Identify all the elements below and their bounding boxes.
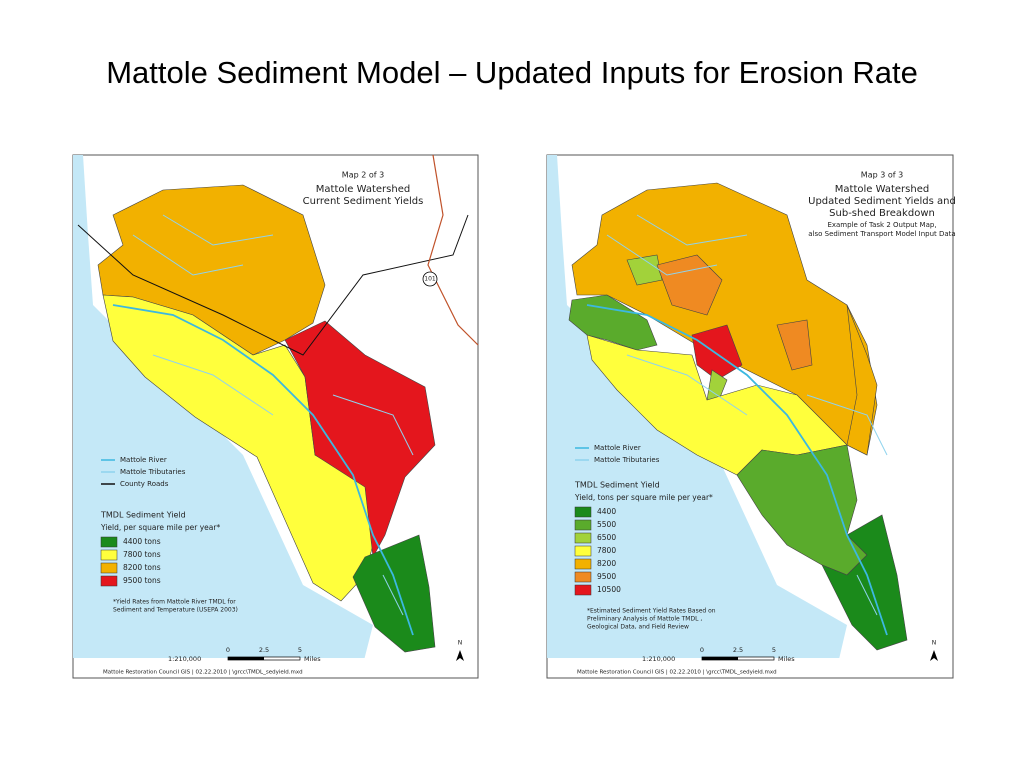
tributary (132, 234, 244, 276)
scale-tick-label: 2.5 (259, 646, 269, 654)
legend-class-label: 9500 (597, 572, 616, 581)
legend-note: *Estimated Sediment Yield Rates Based on (587, 608, 716, 615)
legend-line-label: Mattole Tributaries (594, 456, 660, 464)
legend-line-label: Mattole River (120, 456, 167, 464)
highway-label: 101 (424, 276, 436, 283)
legend-class-label: 7800 (597, 546, 616, 555)
subwatershed (691, 324, 743, 381)
legend-title: TMDL Sediment Yield (574, 481, 660, 490)
tributary (382, 574, 404, 616)
legend-swatch (574, 545, 592, 557)
ocean (547, 155, 847, 658)
legend-note: Preliminary Analysis of Mattole TMDL , (587, 616, 702, 623)
legend-swatch (100, 536, 118, 548)
tributary (606, 234, 718, 276)
subwatershed (352, 534, 436, 653)
map-heading: Mattole Watershed (316, 184, 410, 195)
tributary (856, 574, 878, 616)
scale-unit: Miles (778, 655, 795, 663)
legend-class-label: 6500 (597, 533, 616, 542)
subwatershed (776, 319, 813, 371)
map-subheading: also Sediment Transport Model Input Data (808, 230, 955, 238)
legend-note: Sediment and Temperature (USEPA 2003) (113, 607, 238, 614)
legend-swatch (574, 584, 592, 596)
map-heading: Mattole Watershed (835, 184, 929, 195)
legend-note: *Yield Rates from Mattole River TMDL for (113, 599, 236, 606)
subwatershed (284, 320, 436, 558)
subwatershed (97, 184, 326, 356)
tributary (332, 394, 414, 456)
north-label: N (932, 640, 937, 647)
tributary (162, 214, 274, 246)
scale-tick-label: 0 (226, 646, 230, 654)
legend-swatch (100, 575, 118, 587)
legend-class-label: 10500 (597, 585, 621, 594)
tributary (636, 214, 748, 246)
subwatershed (846, 304, 878, 456)
legend-note: Geological Data, and Field Review (587, 624, 689, 631)
legend-swatch (574, 571, 592, 583)
legend-subtitle: Yield, tons per square mile per year* (574, 493, 713, 502)
legend-swatch (574, 506, 592, 518)
highway-shield (422, 271, 438, 287)
legend-class-label: 4400 tons (123, 537, 161, 546)
legend-line-label: County Roads (120, 480, 169, 488)
scale-ratio: 1:210,000 (168, 655, 201, 663)
scale-bar-fill (228, 657, 264, 660)
legend-title: TMDL Sediment Yield (100, 511, 186, 520)
scale-bar-fill (702, 657, 738, 660)
north-label: N (458, 640, 463, 647)
slide-title: Mattole Sediment Model – Updated Inputs … (106, 55, 918, 90)
scale-tick-label: 5 (772, 646, 776, 654)
scale-tick-label: 5 (298, 646, 302, 654)
legend-subtitle: Yield, per square mile per year* (100, 523, 220, 532)
legend-swatch (574, 519, 592, 531)
legend-line-label: Mattole River (594, 444, 641, 452)
legend-swatch (574, 558, 592, 570)
river (112, 304, 414, 636)
scale-ratio: 1:210,000 (642, 655, 675, 663)
scale-unit: Miles (304, 655, 321, 663)
river (586, 304, 888, 636)
legend-swatch (100, 562, 118, 574)
legend-class-label: 4400 (597, 507, 616, 516)
scale-tick-label: 2.5 (733, 646, 743, 654)
north-arrow (930, 650, 938, 661)
legend-swatch (100, 549, 118, 561)
legend-class-label: 7800 tons (123, 550, 161, 559)
tributary (152, 354, 274, 416)
map-subheading: Example of Task 2 Output Map, (827, 221, 936, 229)
subwatershed (626, 254, 663, 286)
map-heading: Updated Sediment Yields and (808, 196, 956, 207)
legend-class-label: 5500 (597, 520, 616, 529)
legend-swatch (574, 532, 592, 544)
legend-class-label: 8200 tons (123, 563, 161, 572)
legend-line-label: Mattole Tributaries (120, 468, 186, 476)
subwatershed (821, 514, 908, 651)
legend-class-label: 9500 tons (123, 576, 161, 585)
highway (427, 154, 479, 346)
map-number: Map 3 of 3 (861, 171, 903, 180)
subwatershed (656, 254, 723, 316)
map-footer: Mattole Restoration Council GIS | 02.22.… (103, 670, 303, 676)
tributary (806, 394, 888, 456)
map-heading: Current Sediment Yields (303, 196, 424, 207)
map-footer: Mattole Restoration Council GIS | 02.22.… (577, 670, 777, 676)
road (77, 214, 469, 356)
map-heading: Sub-shed Breakdown (829, 208, 935, 219)
legend-class-label: 8200 (597, 559, 616, 568)
map-number: Map 2 of 3 (342, 171, 384, 180)
ocean (73, 155, 373, 658)
north-arrow (456, 650, 464, 661)
tributary (626, 354, 748, 416)
scale-tick-label: 0 (700, 646, 704, 654)
